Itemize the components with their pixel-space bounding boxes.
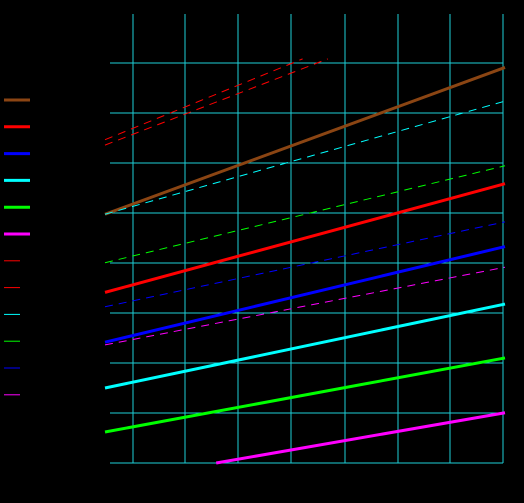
series-line-9	[104, 100, 506, 215]
series-line-6	[215, 411, 506, 465]
series-line-3	[104, 245, 506, 344]
series-line-12	[104, 266, 506, 346]
series-line-4	[104, 302, 506, 390]
series-line-8	[104, 58, 328, 146]
series-line-5	[104, 356, 506, 434]
legend	[4, 98, 30, 396]
series-line-10	[104, 165, 506, 264]
series-line-1	[104, 66, 506, 216]
series-layer	[104, 58, 506, 465]
series-line-2	[104, 182, 506, 294]
series-line-11	[104, 221, 506, 308]
series-line-7	[104, 58, 303, 141]
